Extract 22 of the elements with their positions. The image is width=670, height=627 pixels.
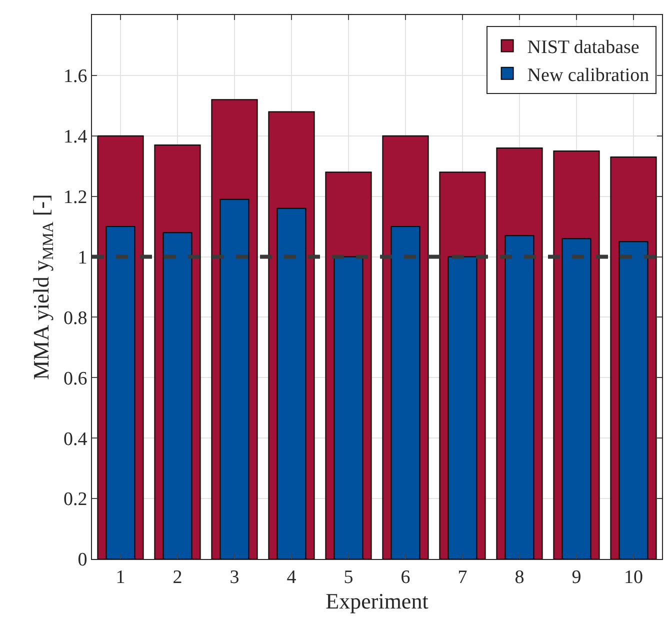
- x-axis-title: Experiment: [326, 588, 428, 614]
- y-tick-label: 1.2: [63, 186, 88, 208]
- y-tick-label: 1.6: [63, 66, 88, 88]
- x-tick-label: 1: [116, 566, 126, 588]
- y-tick-label: 1: [78, 247, 88, 268]
- x-tick-label: 4: [286, 566, 297, 588]
- y-tick-label: 0.8: [63, 308, 88, 329]
- x-tick-label: 10: [624, 566, 643, 588]
- legend-label: NIST database: [527, 37, 640, 58]
- x-tick-label: 6: [400, 566, 410, 588]
- x-tick-label: 2: [172, 566, 182, 588]
- x-tick-label: 3: [230, 566, 240, 588]
- y-tick-label: 0: [78, 550, 88, 571]
- x-tick-label: 8: [514, 566, 524, 588]
- y-tick-label: 0.2: [63, 489, 88, 510]
- x-tick-label: 5: [344, 566, 354, 588]
- x-tick-label: 9: [572, 566, 582, 588]
- y-tick-label: 1.4: [63, 126, 88, 148]
- x-tick-label: 7: [458, 566, 468, 588]
- y-tick-label: 0.6: [63, 368, 88, 390]
- y-tick-label: 0.4: [63, 428, 88, 450]
- legend-label: New calibration: [527, 64, 650, 86]
